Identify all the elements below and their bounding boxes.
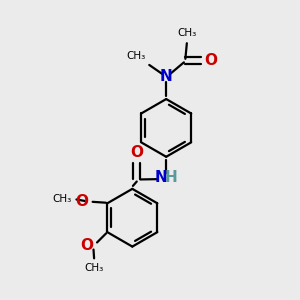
Text: O: O: [75, 194, 88, 209]
Text: O: O: [80, 238, 93, 253]
Text: CH₃: CH₃: [177, 28, 196, 38]
Text: CH₃: CH₃: [53, 194, 72, 205]
Text: CH₃: CH₃: [85, 263, 104, 273]
Text: N: N: [160, 70, 172, 85]
Text: O: O: [130, 145, 143, 160]
Text: O: O: [205, 53, 218, 68]
Text: N: N: [154, 170, 167, 185]
Text: CH₃: CH₃: [126, 51, 146, 61]
Text: H: H: [165, 170, 178, 185]
